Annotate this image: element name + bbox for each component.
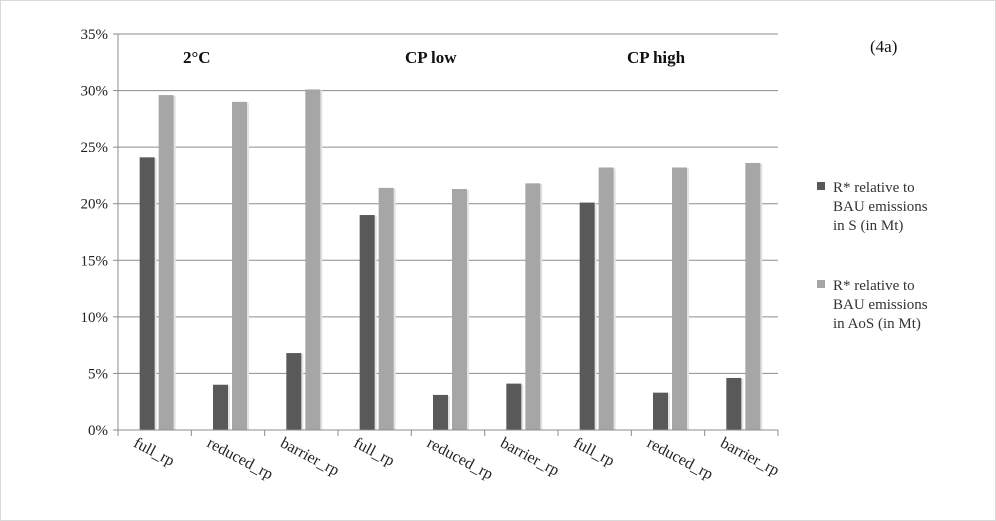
- bar: [745, 162, 761, 431]
- x-tick-label: reduced_rp: [424, 435, 496, 484]
- y-tick-label: 0%: [88, 423, 108, 439]
- x-tick-label: full_rp: [571, 435, 617, 470]
- bar: [139, 157, 155, 430]
- legend-swatch: [817, 280, 825, 288]
- y-tick-label: 20%: [81, 197, 109, 213]
- legend-swatch: [817, 182, 825, 190]
- bar: [525, 183, 541, 430]
- legend: R* relative to BAU emissions in S (in Mt) R…: [817, 180, 928, 332]
- bars: [139, 89, 763, 431]
- bar: [726, 377, 742, 430]
- bar: [213, 384, 228, 430]
- x-tick-label: barrier_rp: [497, 435, 561, 480]
- legend-label: R* relative to BAU emissions in S (in Mt): [833, 180, 928, 234]
- group-label: 2°C: [183, 48, 211, 67]
- bar: [158, 95, 174, 431]
- gridlines: [118, 33, 778, 374]
- group-label: CP high: [627, 48, 686, 67]
- group-label: CP low: [405, 48, 457, 67]
- x-tick-label: full_rp: [351, 435, 397, 470]
- bar: [506, 383, 522, 430]
- panel-label: (4a): [870, 37, 897, 56]
- bar: [433, 394, 448, 430]
- bar: [598, 167, 614, 430]
- legend-label: R* relative to BAU emissions in AoS (in Mt…: [833, 278, 928, 332]
- x-tick-label: reduced_rp: [204, 435, 276, 484]
- x-axis-ticks: full_rp reduced_rp barrier_rp full_rp reduce…: [131, 435, 782, 484]
- bar: [672, 167, 687, 430]
- y-tick-label: 30%: [81, 84, 109, 100]
- x-tick-label: barrier_rp: [717, 435, 781, 480]
- bar: [305, 89, 321, 430]
- group-labels: 2°C CP low CP high: [183, 48, 686, 67]
- x-tick-label: full_rp: [131, 435, 177, 470]
- y-tick-label: 10%: [81, 310, 109, 326]
- bar: [359, 215, 375, 430]
- x-tick-label: barrier_rp: [277, 435, 341, 480]
- bar: [452, 189, 467, 430]
- bar: [378, 187, 394, 430]
- bar: [232, 101, 247, 430]
- axes: [117, 34, 779, 436]
- bar: [579, 202, 595, 430]
- x-tick-label: reduced_rp: [644, 435, 716, 484]
- y-axis-ticks: 0% 5% 10% 15% 20% 25% 30% 35%: [81, 27, 118, 439]
- bar: [653, 392, 668, 430]
- y-tick-label: 15%: [81, 253, 109, 269]
- y-tick-label: 35%: [81, 27, 109, 43]
- y-tick-label: 5%: [88, 366, 108, 382]
- bar: [286, 353, 302, 430]
- y-tick-label: 25%: [81, 140, 109, 156]
